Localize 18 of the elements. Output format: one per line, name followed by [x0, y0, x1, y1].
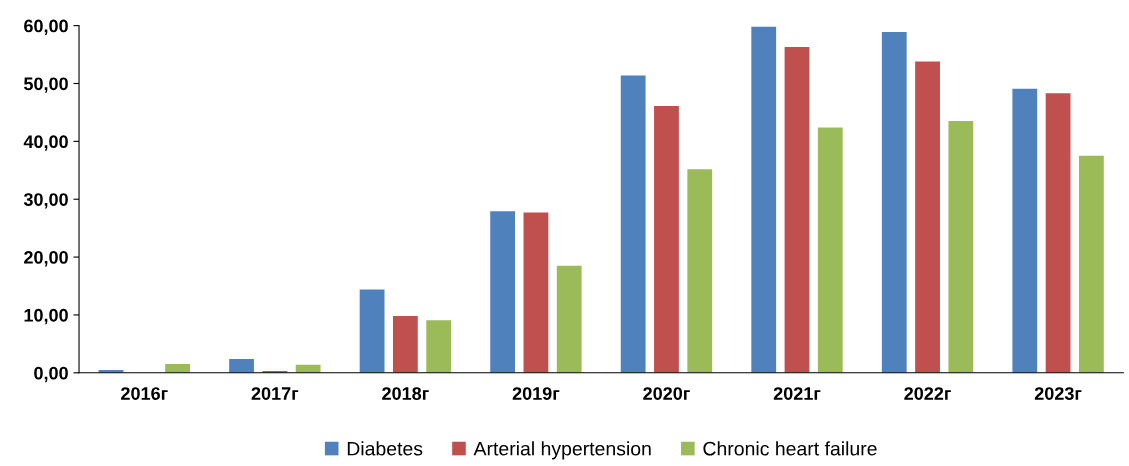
x-tick-label: 2020г: [643, 387, 690, 400]
y-tick-label: 40,00: [23, 135, 68, 151]
legend-label: Arterial hypertension: [473, 441, 651, 460]
y-tick-label: 20,00: [24, 251, 68, 267]
x-tick-label: 2017г: [251, 387, 299, 400]
x-tick-label: 2022г: [904, 387, 951, 400]
x-tick-label: 2016г: [121, 387, 168, 400]
y-tick-label: 0,00: [34, 366, 68, 383]
y-tick-label: 10,00: [24, 308, 68, 325]
x-tick-label: 2023г: [1034, 387, 1082, 400]
x-tick-label: 2018г: [382, 387, 429, 400]
y-tick-label: 50,00: [23, 77, 68, 93]
y-tick-label: 30,00: [23, 193, 68, 209]
legend-label: Chronic heart failure: [703, 441, 877, 456]
x-tick-label: 2021г: [773, 387, 821, 400]
y-tick-label: 60,00: [24, 19, 68, 35]
legend-label: Diabetes: [347, 441, 423, 456]
x-tick-label: 2019г: [512, 387, 560, 400]
